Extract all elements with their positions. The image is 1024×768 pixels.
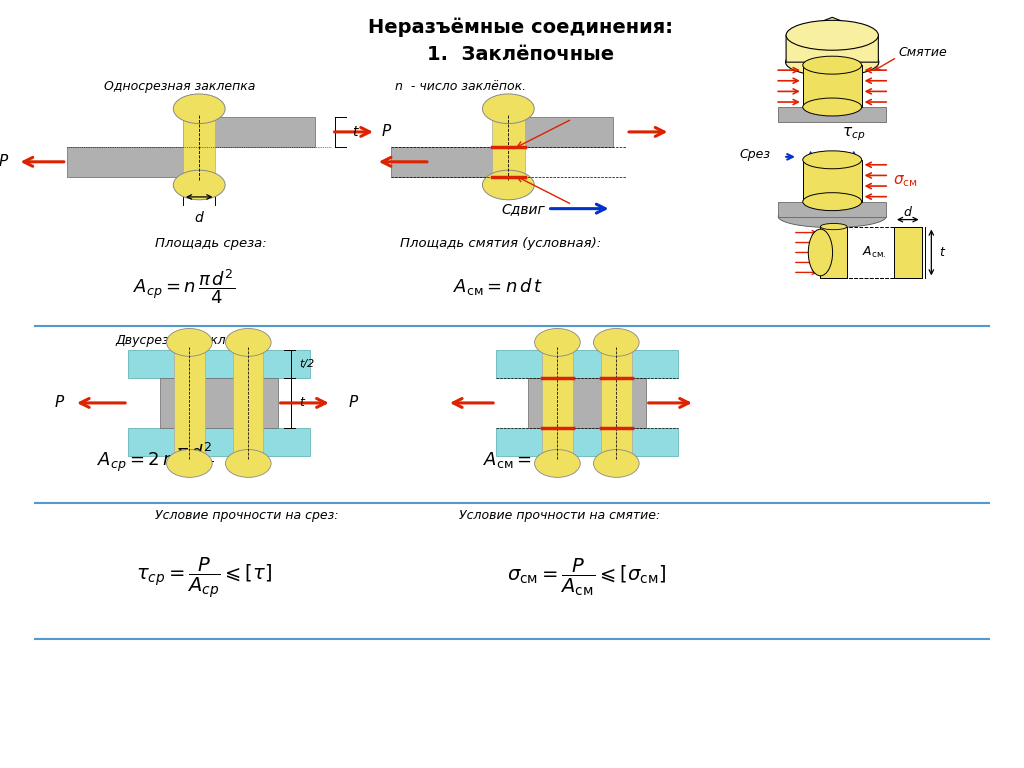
Text: P: P (348, 396, 357, 410)
Bar (820, 227, 847, 278)
Bar (496, 428, 678, 455)
Ellipse shape (785, 48, 879, 76)
Text: $\sigma_{\text{см}} = \dfrac{P}{A_{\text{см}}} \leqslant [\sigma_{\text{см}}]$: $\sigma_{\text{см}} = \dfrac{P}{A_{\text… (508, 557, 667, 598)
Text: P: P (54, 396, 63, 410)
Text: t: t (939, 246, 944, 259)
Bar (496, 350, 678, 378)
Ellipse shape (778, 206, 886, 227)
Text: Площадь смятия (условная):: Площадь смятия (условная): (400, 237, 602, 250)
Text: Площадь среза:: Площадь среза: (155, 237, 267, 250)
Text: Двусрезная заклёпка: Двусрезная заклёпка (116, 333, 257, 346)
Text: 1.  Заклёпочные: 1. Заклёпочные (427, 45, 613, 64)
Ellipse shape (173, 170, 225, 200)
Text: Односрезная заклепка: Односрезная заклепка (103, 80, 255, 93)
Bar (894, 227, 922, 278)
Ellipse shape (535, 449, 581, 478)
Text: d: d (904, 206, 911, 219)
Text: t: t (352, 125, 357, 139)
Ellipse shape (482, 94, 535, 124)
Ellipse shape (803, 56, 861, 74)
Ellipse shape (167, 449, 212, 478)
Bar (128, 350, 309, 378)
Text: $\sigma_{\text{см}}$: $\sigma_{\text{см}}$ (893, 173, 918, 189)
Text: $A_{\text{см}} = n\,d\,t$: $A_{\text{см}} = n\,d\,t$ (454, 276, 544, 297)
Bar (493, 109, 524, 185)
Bar (128, 428, 309, 455)
Bar (160, 378, 278, 428)
Ellipse shape (820, 223, 847, 230)
Bar (528, 378, 646, 428)
Text: $A_{cp} = 2\,n\,\dfrac{\pi\,d^{2}}{4}$: $A_{cp} = 2\,n\,\dfrac{\pi\,d^{2}}{4}$ (96, 440, 213, 479)
Bar (778, 107, 886, 122)
Text: $A_{cp} = n\,\dfrac{\pi\,d^{2}}{4}$: $A_{cp} = n\,\dfrac{\pi\,d^{2}}{4}$ (133, 267, 236, 306)
Bar (496, 117, 613, 147)
Text: Условие прочности на срез:: Условие прочности на срез: (155, 509, 339, 522)
Ellipse shape (803, 98, 861, 116)
Text: Неразъёмные соединения:: Неразъёмные соединения: (368, 18, 673, 37)
Bar (183, 109, 215, 185)
Ellipse shape (808, 229, 833, 276)
Bar (803, 160, 861, 202)
Bar (778, 202, 886, 217)
Bar (803, 65, 861, 107)
Text: Смятие: Смятие (899, 46, 947, 58)
Text: Сдвиг: Сдвиг (501, 202, 545, 216)
Ellipse shape (482, 170, 535, 200)
Bar (67, 147, 200, 177)
Bar (390, 147, 508, 177)
Ellipse shape (803, 193, 861, 210)
Bar (542, 343, 572, 463)
Bar (183, 117, 315, 147)
Text: $\tau_{cp}$: $\tau_{cp}$ (842, 125, 865, 143)
Text: d: d (195, 211, 204, 225)
Ellipse shape (594, 449, 639, 478)
Text: Срез: Срез (739, 148, 770, 161)
Text: $A_{\text{см.}}$: $A_{\text{см.}}$ (862, 245, 887, 260)
Ellipse shape (786, 20, 879, 50)
Ellipse shape (594, 329, 639, 356)
Bar (233, 343, 263, 463)
Ellipse shape (803, 151, 861, 169)
Ellipse shape (167, 329, 212, 356)
Ellipse shape (225, 329, 271, 356)
Text: t/2: t/2 (299, 359, 314, 369)
Ellipse shape (225, 449, 271, 478)
Ellipse shape (173, 94, 225, 124)
Text: $\tau_{cp} = \dfrac{P}{A_{cp}} \leqslant [\tau]$: $\tau_{cp} = \dfrac{P}{A_{cp}} \leqslant… (136, 555, 272, 600)
Text: t: t (299, 396, 304, 409)
Polygon shape (786, 18, 879, 62)
Text: $A_{\text{см}} = n\,d\,t$: $A_{\text{см}} = n\,d\,t$ (482, 449, 573, 470)
Text: Условие прочности на смятие:: Условие прочности на смятие: (460, 509, 660, 522)
Bar (601, 343, 632, 463)
Text: P: P (381, 124, 390, 140)
Text: P: P (0, 154, 7, 169)
Ellipse shape (535, 329, 581, 356)
Bar (174, 343, 205, 463)
Text: n  - число заклёпок.: n - число заклёпок. (395, 80, 526, 93)
